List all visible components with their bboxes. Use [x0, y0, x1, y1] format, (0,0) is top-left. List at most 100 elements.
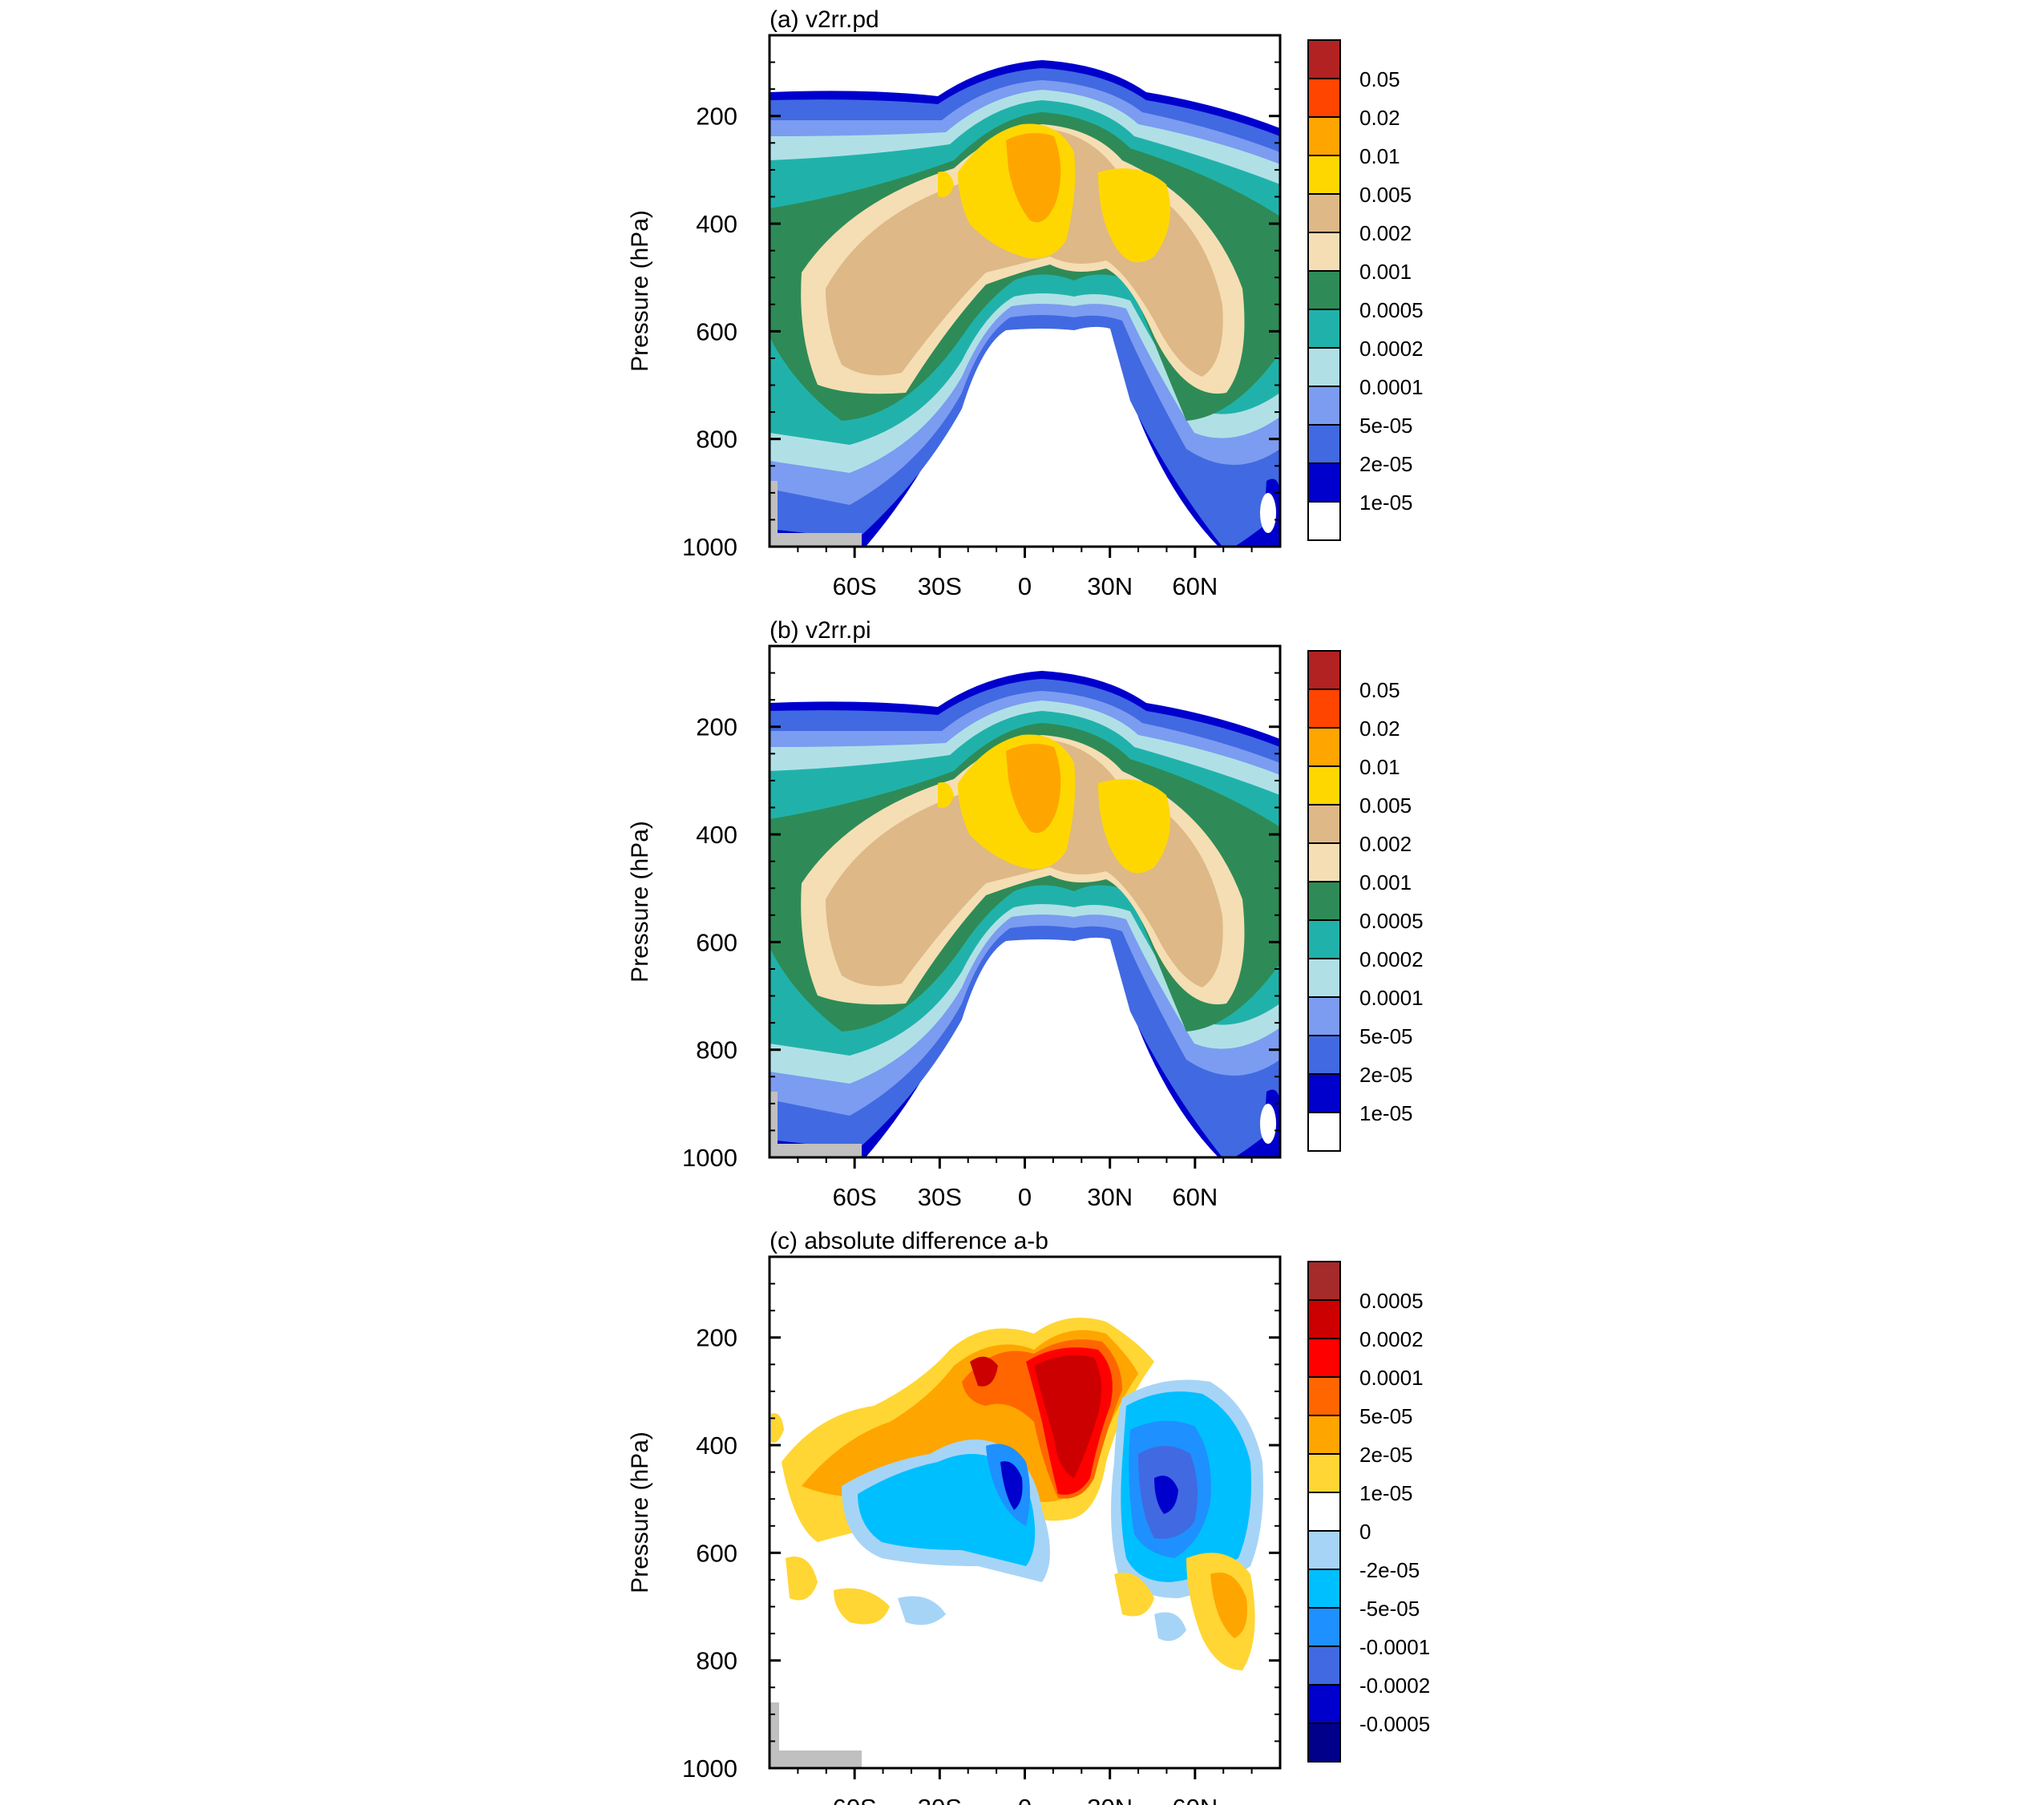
band-0.01: [1006, 133, 1061, 223]
panel-c: (c) absolute difference a-b: [627, 1228, 1430, 1805]
x-tick-label: 30S: [918, 572, 962, 600]
colorbar-label: 1e-05: [1359, 1481, 1413, 1505]
x-tick-label: 60N: [1172, 572, 1218, 600]
colorbar-box: [1307, 1073, 1341, 1113]
colorbar-box: [1307, 116, 1341, 156]
x-tick-label: 60S: [833, 1794, 877, 1805]
colorbar-label: -0.0005: [1359, 1712, 1430, 1736]
colorbar-box: [1307, 727, 1341, 767]
colorbar-box: [1307, 347, 1341, 387]
colorbar-label: 0: [1359, 1520, 1371, 1544]
colorbar-box: [1307, 1261, 1341, 1301]
panel-c-ylabel: Pressure (hPa): [627, 1431, 653, 1593]
colorbar-box: [1307, 1684, 1341, 1724]
x-tick-label: 60S: [833, 1183, 877, 1211]
band-0.005-north: [1098, 168, 1170, 263]
panel-c-colorbar: 0.0005 0.0002 0.0001 5e-05 2e-05 1e-05 0 -2e-05…: [1307, 1261, 1430, 1763]
colorbar-box: [1307, 996, 1341, 1036]
x-tick-label: 30N: [1087, 1183, 1133, 1211]
colorbar-box: [1307, 1530, 1341, 1570]
panel-c-title: (c) absolute difference a-b: [770, 1228, 1048, 1254]
colorbar-label: 0.05: [1359, 67, 1400, 91]
colorbar-box: [1307, 1376, 1341, 1416]
x-tick-label: 30S: [918, 1794, 962, 1805]
colorbar-label: -0.0001: [1359, 1635, 1430, 1659]
colorbar-box: [1307, 1492, 1341, 1532]
colorbar-box: [1307, 1569, 1341, 1609]
colorbar-box: [1307, 1415, 1341, 1455]
x-tick-label: 0: [1018, 1183, 1032, 1211]
colorbar-box: [1307, 1453, 1341, 1493]
colorbar-label: 0.0002: [1359, 947, 1424, 971]
colorbar-label: 0.005: [1359, 183, 1412, 207]
y-tick-label: 600: [696, 1539, 737, 1567]
colorbar-box: [1307, 462, 1341, 503]
colorbar-box: [1307, 1035, 1341, 1075]
x-tick-label: 60N: [1172, 1794, 1218, 1805]
colorbar-box: [1307, 1645, 1341, 1686]
panel-a-ylabel: Pressure (hPa): [627, 210, 653, 372]
colorbar-box: [1307, 881, 1341, 921]
positive-0.0005: [1034, 1355, 1101, 1478]
y-tick-label: 1000: [682, 1755, 737, 1783]
y-tick-label: 400: [696, 210, 737, 238]
colorbar-label: 0.0001: [1359, 375, 1424, 399]
x-tick-label: 60N: [1172, 1183, 1218, 1211]
colorbar-label: 0.0002: [1359, 337, 1424, 361]
colorbar-box: [1307, 155, 1341, 195]
colorbar-box: [1307, 919, 1341, 959]
colorbar-box: [1307, 309, 1341, 349]
colorbar-label: 0.0001: [1359, 986, 1424, 1010]
colorbar-label: -0.0002: [1359, 1674, 1430, 1698]
colorbar-box: [1307, 424, 1341, 464]
y-tick-label: 800: [696, 426, 737, 454]
negative-mid: [858, 1454, 1036, 1566]
panel-b-ylabel: Pressure (hPa): [627, 821, 653, 983]
colorbar-box: [1307, 1607, 1341, 1647]
x-tick-label: 0: [1018, 1794, 1032, 1805]
colorbar-label: 0.002: [1359, 221, 1412, 245]
y-tick-label: 800: [696, 1036, 737, 1064]
colorbar-box: [1307, 804, 1341, 844]
colorbar-box: [1307, 386, 1341, 426]
colorbar-label: 1e-05: [1359, 1101, 1413, 1125]
colorbar-box: [1307, 232, 1341, 272]
colorbar-label: 2e-05: [1359, 452, 1413, 476]
colorbar-label: 1e-05: [1359, 491, 1413, 515]
panel-a-colorbar: 0.05 0.02 0.01 0.005 0.002 0.001 0.0005 0.0002 0…: [1307, 39, 1424, 541]
colorbar-box: [1307, 1112, 1341, 1152]
colorbar-label: -2e-05: [1359, 1558, 1420, 1582]
colorbar-box: [1307, 193, 1341, 233]
y-tick-label: 1000: [682, 533, 737, 561]
panel-b-title: (b) v2rr.pi: [770, 617, 871, 644]
colorbar-label: 2e-05: [1359, 1063, 1413, 1087]
colorbar-box: [1307, 765, 1341, 806]
colorbar-label: 0.05: [1359, 678, 1400, 702]
x-tick-label: 30N: [1087, 1794, 1133, 1805]
colorbar-box: [1307, 650, 1341, 690]
colorbar-label: 0.02: [1359, 717, 1400, 741]
panel-a-axes: 200 400 600 800 1000 60S 30S 0 30N 60N: [682, 61, 1280, 600]
x-tick-label: 0: [1018, 572, 1032, 600]
y-tick-label: 200: [696, 1324, 737, 1352]
colorbar-box: [1307, 1722, 1341, 1763]
colorbar-box: [1307, 1299, 1341, 1339]
colorbar-label: 0.0005: [1359, 909, 1424, 933]
colorbar-box: [1307, 958, 1341, 998]
colorbar-box: [1307, 688, 1341, 729]
y-tick-label: 800: [696, 1647, 737, 1675]
colorbar-label: 0.002: [1359, 832, 1412, 856]
colorbar-label: 0.01: [1359, 144, 1400, 168]
land-mask: [770, 533, 862, 547]
panel-b-colorbar: 0.05 0.02 0.01 0.005 0.002 0.001 0.0005 0.0002 0…: [1307, 650, 1424, 1152]
y-tick-label: 200: [696, 713, 737, 741]
y-tick-label: 200: [696, 103, 737, 131]
panel-b-field: [770, 671, 1280, 1157]
panel-c-field: [770, 1318, 1263, 1768]
colorbar-box: [1307, 842, 1341, 882]
colorbar-label: 0.0001: [1359, 1366, 1424, 1390]
colorbar-label: 5e-05: [1359, 1404, 1413, 1428]
